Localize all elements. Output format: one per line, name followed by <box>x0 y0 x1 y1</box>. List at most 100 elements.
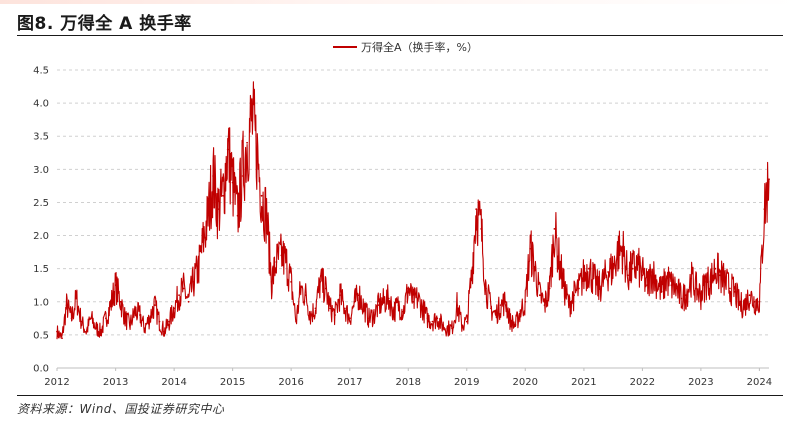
title-divider <box>17 35 783 36</box>
data-point <box>339 294 341 297</box>
x-tick-label: 2017 <box>337 377 362 388</box>
data-point <box>407 287 410 290</box>
data-point <box>358 294 361 297</box>
data-point <box>95 327 97 330</box>
data-point <box>90 317 92 320</box>
data-point <box>588 267 590 270</box>
x-tick-label: 2022 <box>630 377 655 388</box>
data-point <box>348 317 351 320</box>
data-point <box>548 287 551 290</box>
data-point <box>499 304 502 306</box>
data-point <box>729 287 731 290</box>
data-point <box>202 241 205 244</box>
data-point <box>431 320 434 323</box>
legend: 万得全A（换手率，%） <box>333 40 478 54</box>
data-point <box>558 261 561 263</box>
data-point <box>275 261 278 263</box>
data-point <box>387 297 390 300</box>
data-point <box>226 148 229 151</box>
data-point <box>178 294 181 297</box>
data-point <box>255 148 258 151</box>
data-point <box>485 287 487 290</box>
x-tick-label: 2021 <box>571 377 596 388</box>
data-point <box>368 317 370 320</box>
data-point <box>665 277 668 280</box>
data-point <box>660 290 663 293</box>
data-point <box>163 330 166 333</box>
top-accent-bar <box>0 0 800 4</box>
data-point <box>260 194 263 197</box>
data-point <box>631 267 634 270</box>
data-point <box>480 228 483 230</box>
data-point <box>314 307 317 310</box>
data-point <box>714 267 717 270</box>
data-point <box>636 264 639 267</box>
data-point <box>426 317 429 320</box>
data-point <box>734 290 736 293</box>
data-point <box>153 304 156 306</box>
data-point <box>421 307 424 310</box>
data-point <box>241 175 244 177</box>
data-point <box>519 310 522 313</box>
data-point <box>592 277 595 280</box>
data-point <box>124 317 126 320</box>
data-point <box>119 300 122 303</box>
data-point <box>109 304 112 306</box>
data-point <box>168 320 171 323</box>
data-point <box>114 284 117 287</box>
y-tick-label: 1.5 <box>33 264 49 275</box>
data-point <box>543 304 546 306</box>
data-point <box>563 287 566 290</box>
data-point <box>231 181 234 184</box>
data-point <box>343 307 346 310</box>
y-tick-label: 4.0 <box>33 99 49 110</box>
data-point <box>246 141 249 144</box>
data-point <box>61 337 63 340</box>
data-point <box>70 317 73 320</box>
data-point <box>626 274 629 277</box>
data-point <box>441 324 444 326</box>
data-point <box>524 300 527 303</box>
data-point <box>392 310 395 313</box>
y-tick-label: 3.0 <box>33 165 49 176</box>
data-point <box>397 304 400 306</box>
data-point <box>265 214 268 217</box>
data-point <box>568 304 571 306</box>
data-point <box>695 287 697 290</box>
data-point <box>763 208 766 211</box>
y-tick-label: 3.5 <box>33 132 49 143</box>
data-point <box>758 300 761 303</box>
data-point <box>617 251 619 254</box>
data-point <box>743 304 746 306</box>
series-layer <box>56 81 770 340</box>
data-point <box>373 314 375 316</box>
data-point <box>709 281 712 283</box>
data-point <box>134 310 136 313</box>
data-point <box>612 267 614 270</box>
data-point <box>509 320 512 323</box>
y-tick-label: 4.5 <box>33 66 49 77</box>
x-tick-label: 2024 <box>747 377 772 388</box>
data-point <box>207 214 210 217</box>
data-point <box>451 327 453 330</box>
data-point <box>583 274 585 277</box>
data-point <box>299 287 302 290</box>
data-point <box>251 118 253 121</box>
y-tick-label: 0.0 <box>33 364 49 375</box>
data-point <box>504 300 507 303</box>
data-point <box>534 267 536 270</box>
data-point <box>182 287 185 290</box>
data-point <box>353 300 356 303</box>
data-point <box>768 178 770 181</box>
data-point <box>470 274 473 277</box>
data-point <box>719 274 721 277</box>
data-point <box>670 284 673 287</box>
data-point <box>402 310 405 313</box>
data-point <box>75 297 78 300</box>
data-point <box>148 317 151 320</box>
data-point <box>129 324 132 326</box>
y-tick-label: 1.0 <box>33 297 49 308</box>
chart-axes: 0.0 0.5 1.0 1.5 2.0 2.5 3.0 3.5 4.0 4.5 2012 2013 20… <box>33 66 772 389</box>
x-tick-label: 2013 <box>103 377 128 388</box>
data-point <box>753 300 756 303</box>
